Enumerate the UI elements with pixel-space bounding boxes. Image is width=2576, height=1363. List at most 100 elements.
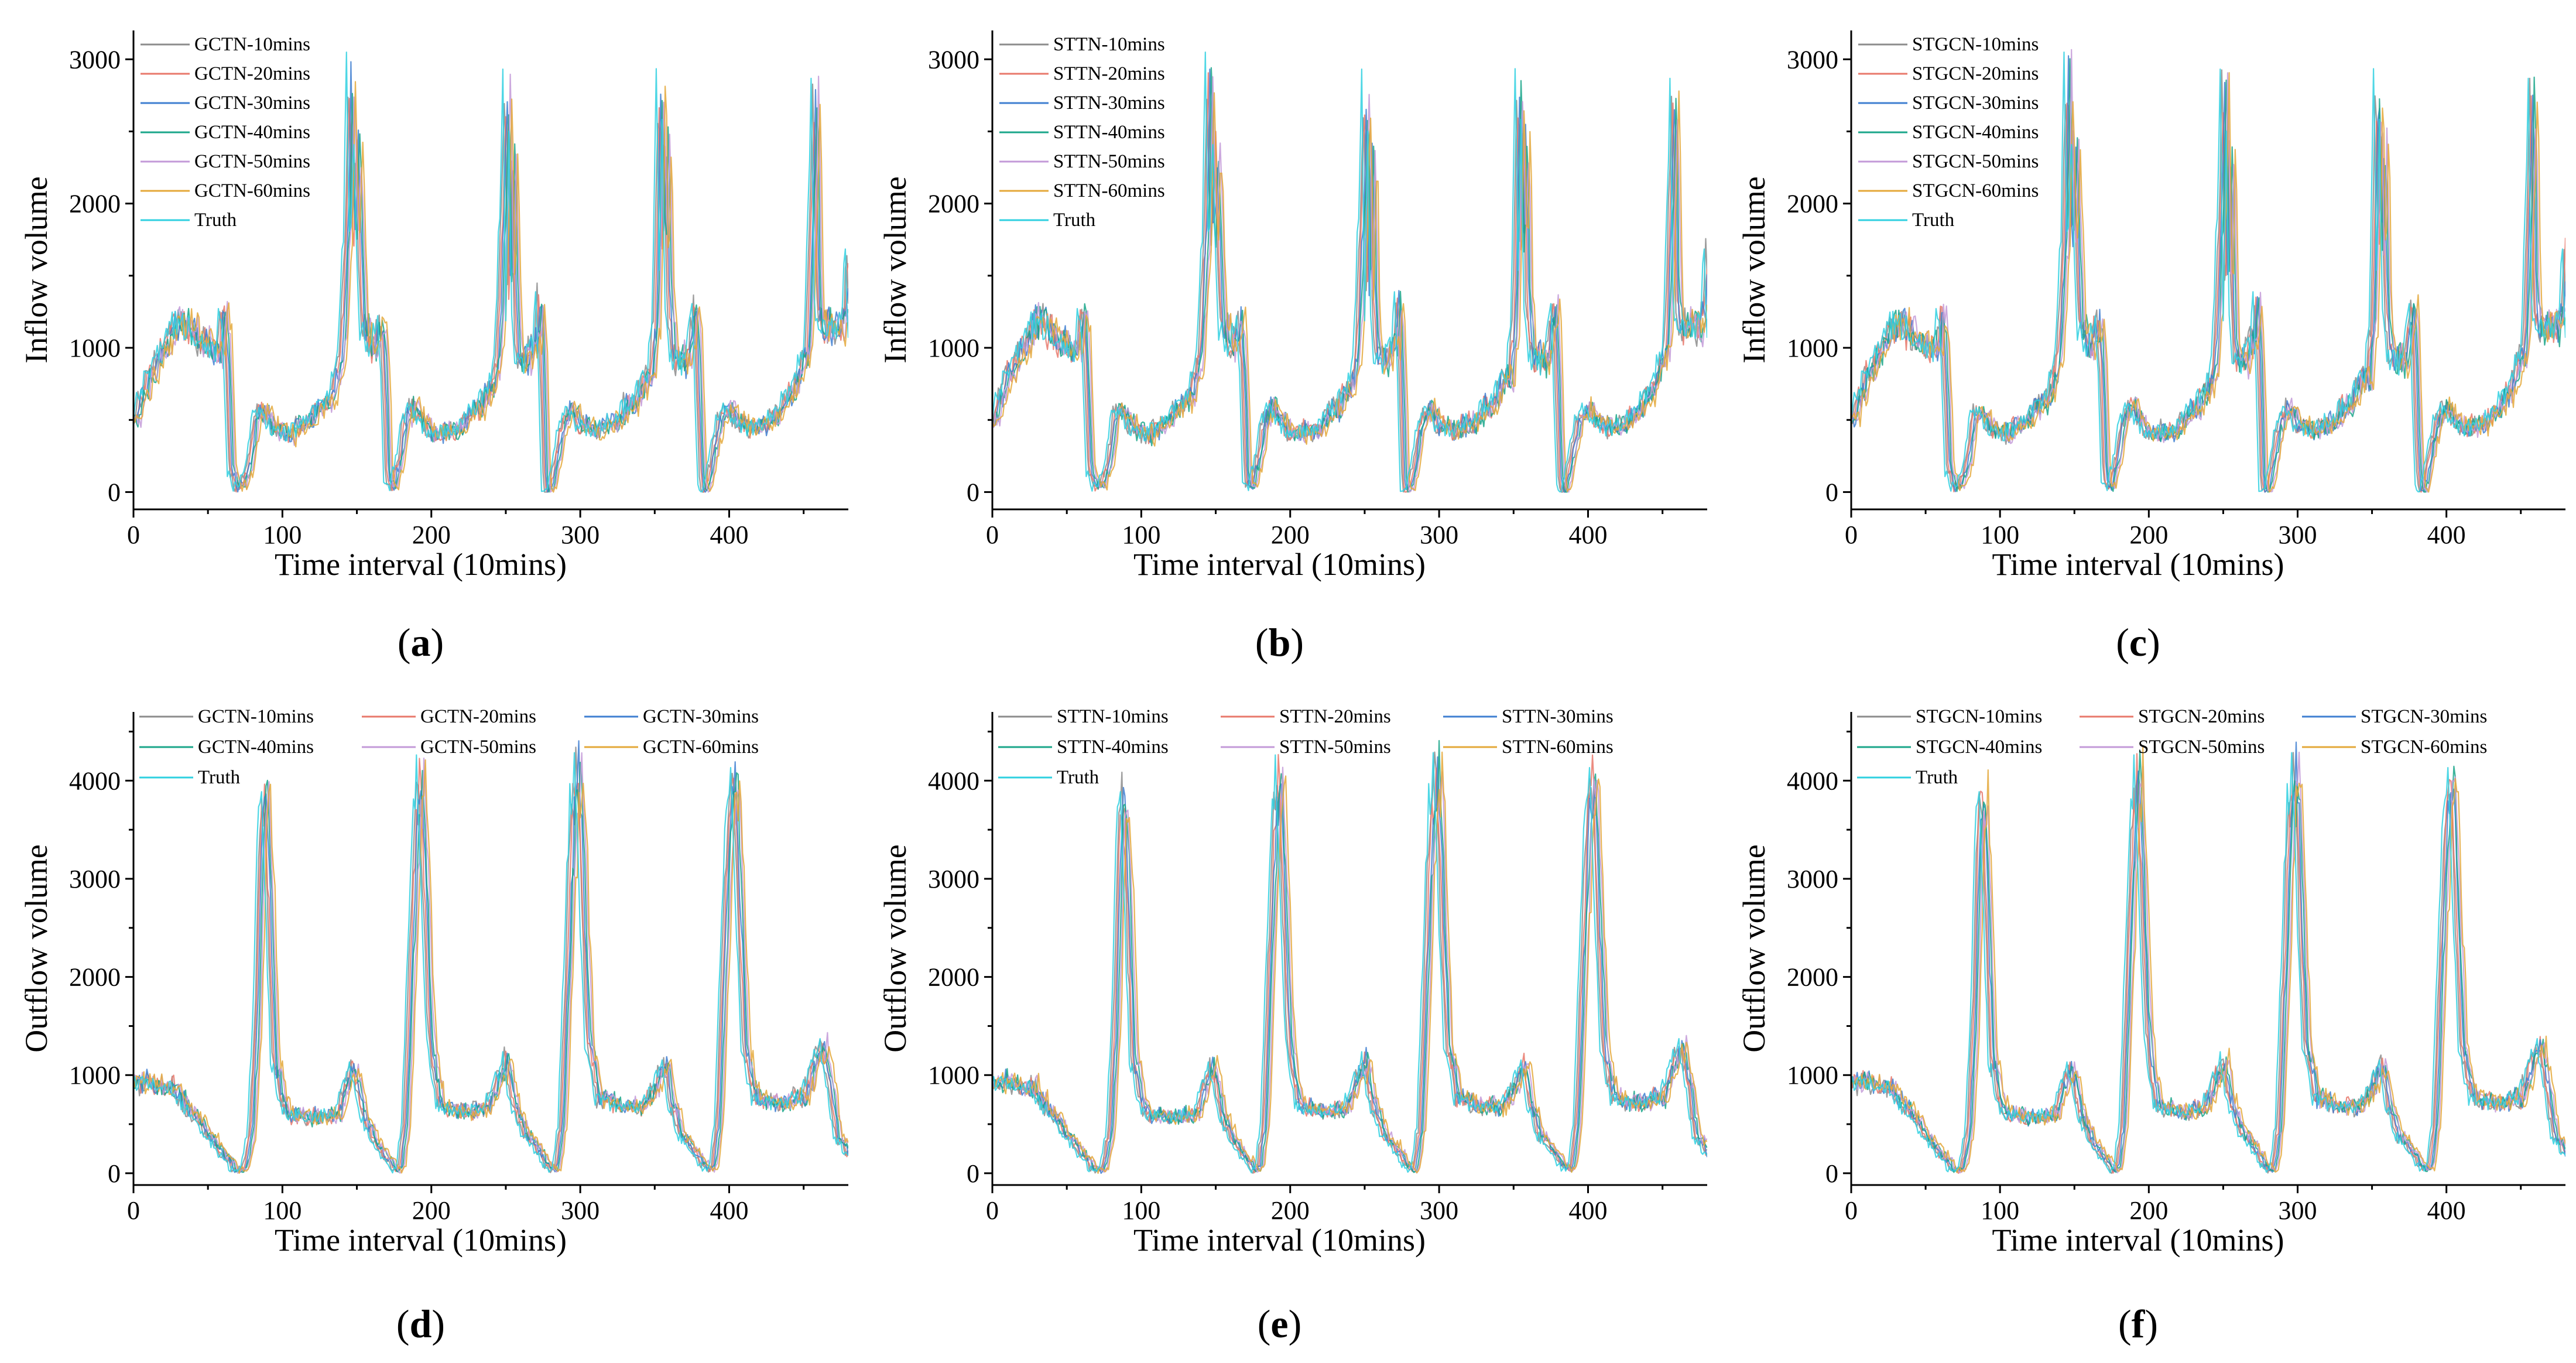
legend-entry: STTN-60mins: [1502, 737, 1614, 758]
x-tick-label: 400: [1569, 1196, 1608, 1225]
y-tick-label: 0: [1825, 478, 1838, 506]
y-tick-label: 0: [1825, 1159, 1838, 1188]
legend-entry: STTN-40mins: [1053, 122, 1165, 143]
legend-entry: STTN-30mins: [1502, 706, 1614, 727]
series-line-gctn-60mins: [133, 81, 848, 493]
legend-entry: STGCN-20mins: [1912, 63, 2039, 84]
y-axis-title: Inflow volume: [1736, 176, 1772, 363]
panel-caption: (c): [2116, 620, 2160, 665]
legend-entry: STTN-20mins: [1279, 706, 1391, 727]
y-tick-label: 2000: [1787, 963, 1838, 992]
series-line-truth: [992, 752, 1707, 1174]
x-tick-label: 400: [2427, 1196, 2466, 1225]
x-tick-label: 100: [1981, 520, 2019, 549]
y-tick-label: 3000: [928, 45, 979, 74]
y-tick-label: 2000: [928, 190, 979, 218]
series-line-gctn-50mins: [133, 73, 848, 493]
legend-entry: STTN-30mins: [1053, 93, 1165, 114]
y-tick-label: 4000: [69, 766, 121, 795]
x-axis-title: Time interval (10mins): [1133, 547, 1426, 582]
legend-entry: STGCN-60mins: [1912, 180, 2039, 201]
series-line-truth: [992, 52, 1707, 493]
y-tick-label: 3000: [1787, 45, 1838, 74]
y-axis-title: Inflow volume: [19, 176, 54, 363]
x-tick-label: 400: [2427, 520, 2466, 549]
series-line-sttn-60mins: [992, 90, 1707, 492]
series-line-stgcn-60mins: [1851, 72, 2565, 493]
legend-entry: STGCN-60mins: [2361, 737, 2487, 758]
y-axis-title: Outflow volume: [878, 844, 913, 1052]
legend-entry: STGCN-20mins: [2138, 706, 2265, 727]
panel-caption: (b): [1255, 620, 1304, 665]
legend-entry: STGCN-30mins: [2361, 706, 2487, 727]
legend-entry: GCTN-30mins: [194, 93, 310, 114]
x-tick-label: 300: [561, 520, 600, 549]
x-tick-label: 200: [2129, 1196, 2168, 1225]
legend-entry: GCTN-30mins: [643, 706, 759, 727]
x-tick-label: 100: [1981, 1196, 2019, 1225]
series-line-gctn-30mins: [133, 740, 848, 1173]
legend-entry: STGCN-50mins: [2138, 737, 2265, 758]
legend-entry: GCTN-60mins: [643, 737, 759, 758]
y-tick-label: 2000: [928, 963, 979, 992]
y-tick-label: 0: [108, 478, 121, 506]
legend-entry: GCTN-10mins: [198, 706, 314, 727]
legend-entry: STTN-10mins: [1057, 706, 1169, 727]
legend-entry: STGCN-30mins: [1912, 93, 2039, 114]
x-tick-label: 100: [263, 520, 302, 549]
series-line-sttn-60mins: [992, 751, 1707, 1174]
legend-entry: STTN-50mins: [1053, 151, 1165, 172]
legend: STTN-10mins STTN-20mins STTN-30mins STTN-40…: [998, 706, 1614, 788]
x-tick-label: 100: [263, 1196, 302, 1225]
series-line-stgcn-60mins: [1851, 746, 2565, 1173]
legend-entry: GCTN-40mins: [194, 122, 310, 143]
x-tick-label: 300: [561, 1196, 600, 1225]
x-tick-label: 200: [412, 1196, 451, 1225]
series-lines: [133, 740, 848, 1174]
y-tick-label: 2000: [69, 190, 121, 218]
y-tick-label: 3000: [69, 45, 121, 74]
x-tick-label: 100: [1122, 520, 1160, 549]
y-tick-label: 2000: [69, 963, 121, 992]
panel-caption: (d): [396, 1302, 445, 1346]
legend-entry: Truth: [1912, 210, 1955, 231]
x-tick-label: 200: [412, 520, 451, 549]
x-tick-label: 0: [986, 1196, 999, 1225]
legend-entry: GCTN-20mins: [194, 63, 310, 84]
x-tick-label: 300: [1420, 1196, 1458, 1225]
x-tick-label: 200: [1271, 1196, 1310, 1225]
legend-entry: STGCN-10mins: [1916, 706, 2042, 727]
panel-b-inflow-sttn: 0 100 200 300 400 0 1000 2000 3000 Time interval …: [878, 30, 1707, 665]
y-tick-label: 3000: [928, 865, 979, 893]
y-tick-label: 3000: [69, 865, 121, 893]
x-axis-title: Time interval (10mins): [1992, 1222, 2284, 1258]
x-tick-label: 0: [127, 1196, 140, 1225]
x-tick-label: 400: [710, 520, 749, 549]
panel-a-inflow-gctn: 0 100 200 300 400 0 1000 2000 3000 Time interval …: [19, 30, 848, 665]
x-tick-label: 0: [986, 520, 999, 549]
y-tick-label: 4000: [928, 766, 979, 795]
panel-caption: (a): [398, 620, 444, 665]
legend-entry: GCTN-50mins: [420, 737, 536, 758]
legend-entry: Truth: [1057, 767, 1099, 788]
series-line-sttn-20mins: [992, 754, 1707, 1173]
legend-entry: GCTN-60mins: [194, 180, 310, 201]
series-line-truth: [133, 752, 848, 1174]
x-tick-label: 200: [1271, 520, 1310, 549]
legend-entry: GCTN-50mins: [194, 151, 310, 172]
x-axis-title: Time interval (10mins): [275, 547, 567, 582]
legend-entry: Truth: [1916, 767, 1958, 788]
series-line-truth: [1851, 52, 2565, 493]
y-tick-label: 1000: [928, 1061, 979, 1090]
legend-entry: GCTN-20mins: [420, 706, 536, 727]
y-axis-title: Outflow volume: [19, 844, 54, 1052]
y-tick-label: 1000: [1787, 1061, 1838, 1090]
y-tick-label: 0: [967, 478, 979, 506]
legend: GCTN-10mins GCTN-20mins GCTN-30mins GCTN-40…: [141, 34, 310, 231]
x-tick-label: 0: [127, 520, 140, 549]
y-tick-label: 1000: [1787, 334, 1838, 362]
series-lines: [1851, 741, 2565, 1174]
y-tick-label: 1000: [928, 334, 979, 362]
